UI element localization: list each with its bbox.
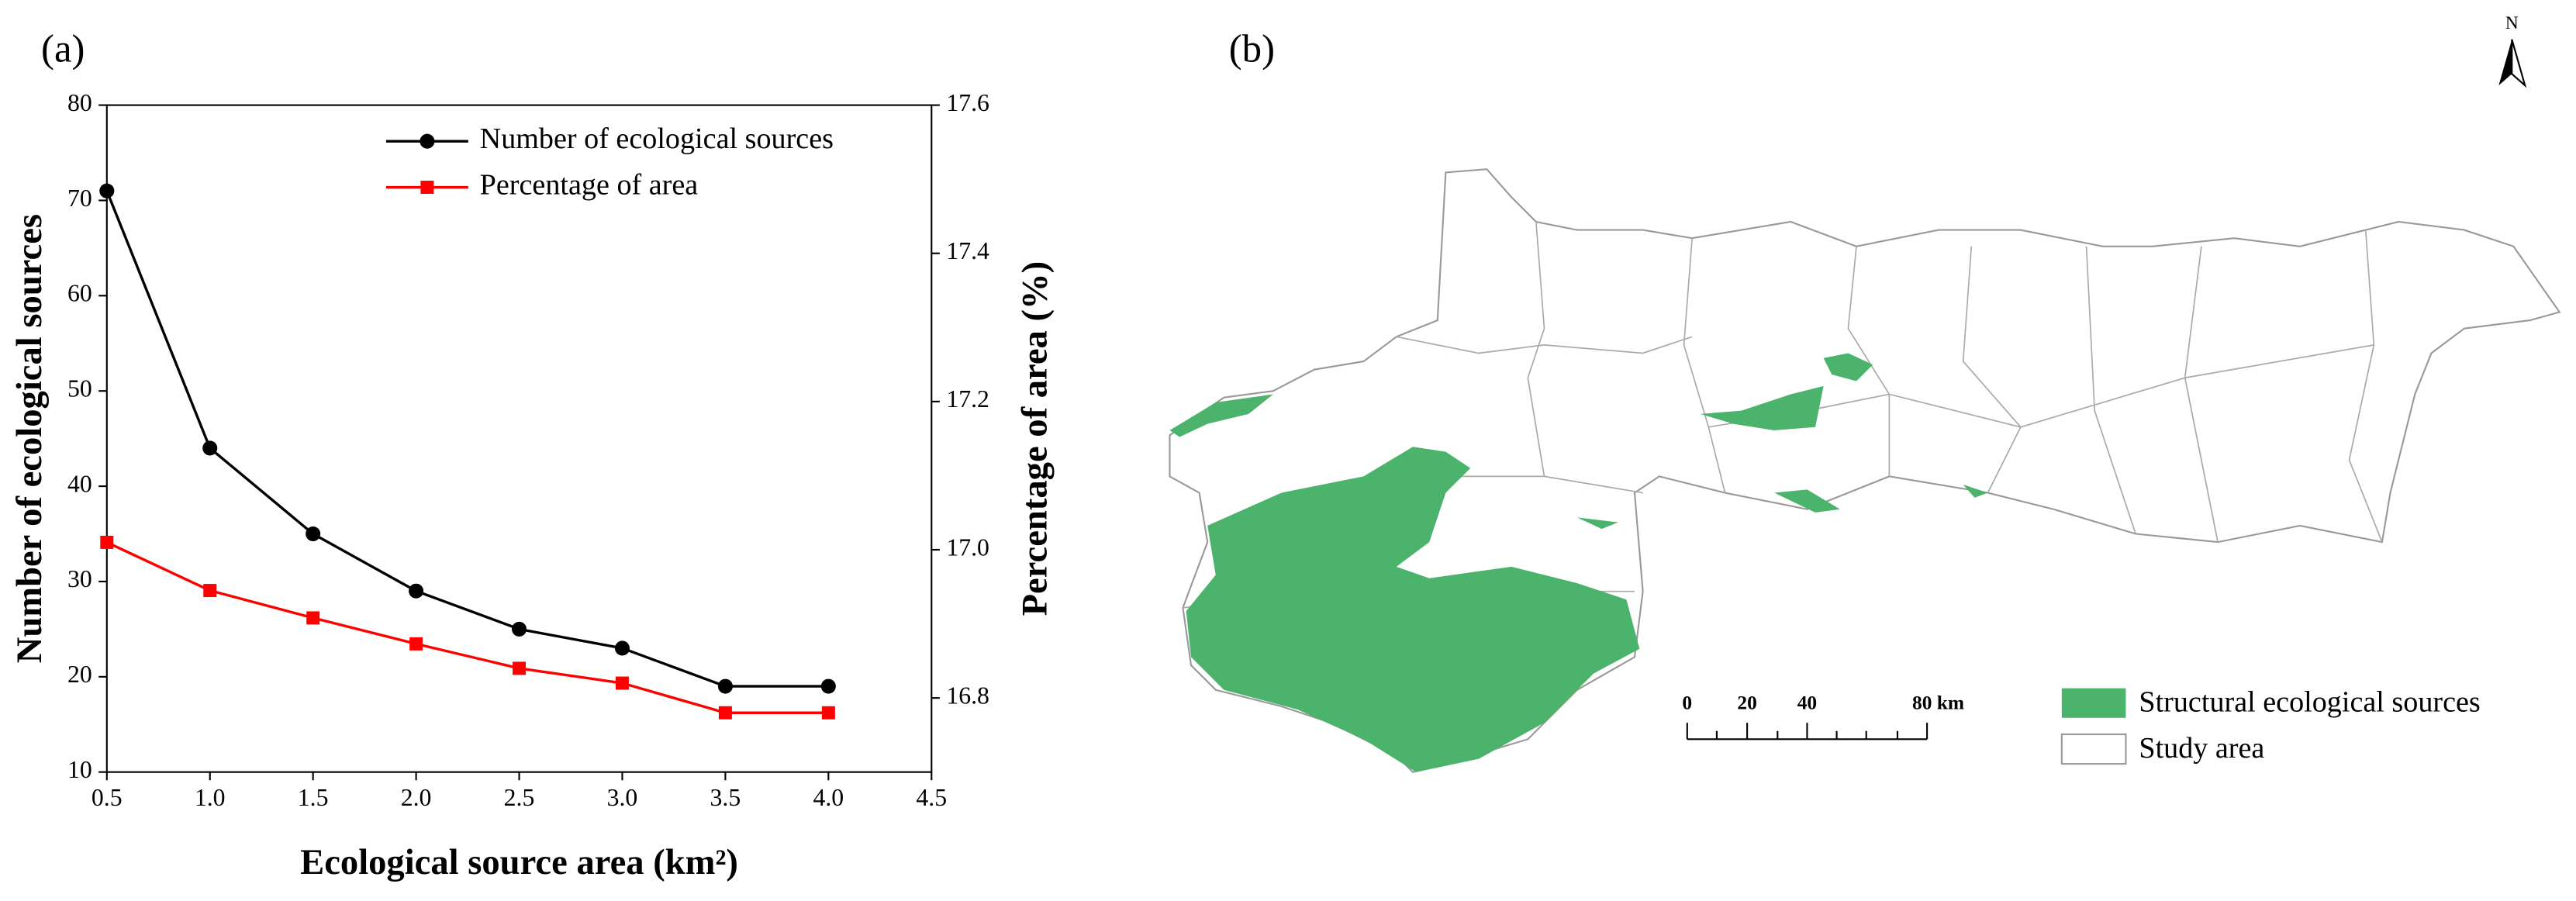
y-tick-label: 20 (67, 661, 92, 688)
point (409, 583, 424, 599)
y-tick-label: 70 (67, 185, 92, 212)
x-tick-label: 0.5 (92, 784, 123, 811)
y2-tick-label: 17.2 (946, 385, 989, 413)
y-tick-label: 10 (67, 756, 92, 783)
legend-label: Study area (2139, 732, 2264, 765)
y2-tick-label: 17.6 (946, 89, 989, 116)
y-axis-label: Number of ecological sources (9, 214, 50, 663)
x-tick-label: 1.0 (195, 784, 226, 811)
y2-axis-label: Percentage of area (%) (1015, 261, 1055, 616)
north-arrow (2511, 39, 2527, 88)
series-line (105, 190, 829, 688)
point (99, 183, 115, 198)
point (821, 706, 835, 720)
series-line (106, 540, 829, 714)
point (100, 535, 114, 549)
point (512, 621, 527, 637)
x-tick-label: 2.5 (504, 784, 535, 811)
legend-marker (420, 181, 434, 194)
x-tick-label: 1.5 (298, 784, 329, 811)
legend-swatch (2061, 688, 2126, 718)
y-tick-label: 80 (67, 89, 92, 116)
y2-tick-label: 16.8 (946, 682, 989, 709)
point (409, 637, 423, 651)
point (306, 526, 321, 542)
point (616, 676, 629, 690)
x-tick-label: 2.0 (401, 784, 432, 811)
point (614, 640, 630, 656)
point (717, 678, 733, 694)
x-tick-label: 4.0 (813, 784, 844, 811)
y2-tick-label: 17.4 (946, 237, 989, 264)
point (820, 678, 836, 694)
scale-label: 20 (1737, 692, 1756, 714)
legend-label: Structural ecological sources (2139, 686, 2480, 719)
point (306, 611, 320, 625)
legend-marker (420, 133, 435, 149)
panel-label: (a) (41, 26, 85, 70)
y-tick-label: 50 (67, 375, 92, 402)
scale-label: 0 (1682, 692, 1692, 714)
y2-tick-label: 17.0 (946, 533, 989, 561)
north-label: N (2505, 13, 2519, 33)
y-tick-label: 60 (67, 280, 92, 307)
x-tick-label: 4.5 (916, 784, 947, 811)
legend-label: Number of ecological sources (480, 123, 834, 155)
y-tick-label: 30 (67, 565, 92, 592)
point (203, 584, 217, 598)
map-panel: (b) N (1169, 13, 2561, 773)
ecological-sources (1169, 353, 1988, 772)
x-tick-label: 3.5 (710, 784, 741, 811)
point (718, 706, 732, 720)
scale-label: 80 km (1912, 692, 1964, 714)
chart-panel: (a) Ecological source area (km²) Number … (9, 26, 1055, 882)
scale-bar (1686, 723, 1929, 740)
panel-label: (b) (1229, 26, 1275, 70)
legend-label: Percentage of area (480, 168, 699, 201)
legend-swatch (2060, 733, 2127, 765)
scale-label: 40 (1797, 692, 1817, 714)
x-axis-label: Ecological source area (km²) (300, 842, 738, 882)
x-tick-label: 3.0 (607, 784, 638, 811)
point (202, 440, 218, 456)
point (513, 661, 527, 675)
y-tick-label: 40 (67, 470, 92, 497)
